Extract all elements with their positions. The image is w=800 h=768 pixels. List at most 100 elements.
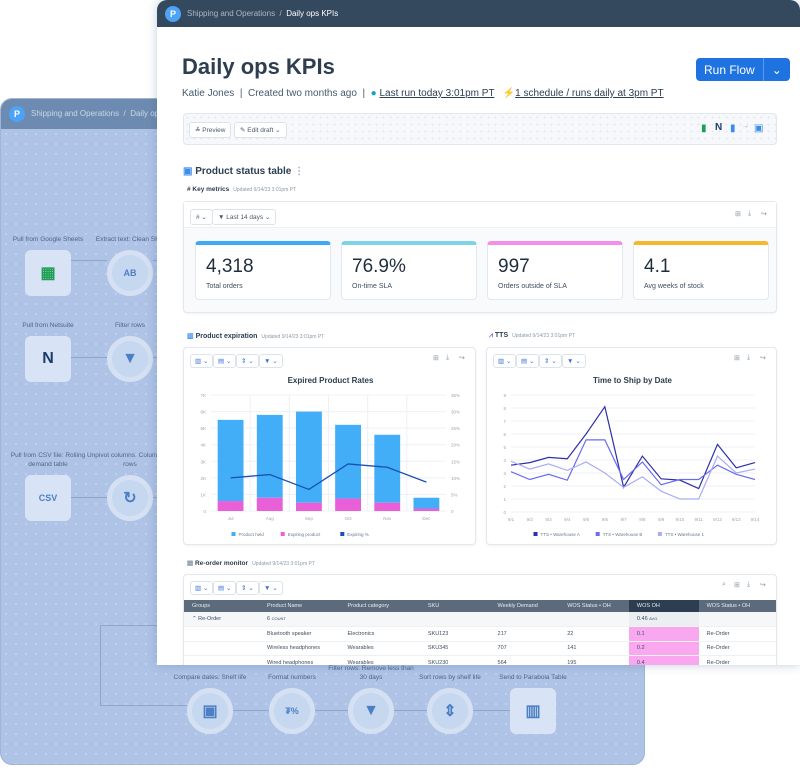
flow-node[interactable]: ↻	[107, 475, 153, 521]
arrow-right-icon: →	[742, 123, 749, 130]
expand-icon[interactable]: ⊞	[433, 355, 439, 362]
table-row[interactable]: Wireless headphones Wearables SKU345 707 141…	[184, 641, 776, 656]
chart-option-dropdown[interactable]: ▥ ⌄	[493, 354, 517, 368]
chart-option-dropdown[interactable]: ⇕ ⌄	[236, 581, 259, 595]
flow-node[interactable]: AB	[107, 250, 153, 296]
expand-icon[interactable]: ⊞	[734, 355, 740, 362]
format-numbers-icon: ₮%	[285, 706, 299, 716]
last-run-link[interactable]: Last run today 3:01pm PT	[379, 88, 495, 99]
connector-line	[100, 625, 157, 626]
download-icon[interactable]: ⤓	[446, 354, 450, 361]
y-tick-label: 3	[503, 471, 506, 476]
run-flow-button[interactable]: Run Flow ⌄	[696, 58, 790, 81]
legend-swatch	[657, 532, 662, 536]
expand-icon[interactable]: ⊞	[734, 582, 740, 589]
group-row[interactable]: ⌃ Re-Order 6 COUNT 0.46 AVG	[184, 612, 776, 627]
flow-node[interactable]: ▣	[187, 688, 233, 734]
x-tick-label: 9/12	[713, 517, 722, 522]
chart-option-dropdown[interactable]: ▤ ⌄	[516, 354, 540, 368]
flow-node[interactable]: ▼	[107, 336, 153, 382]
table-row[interactable]: Wired headphones Wearables SKU230 564 195 0.4…	[184, 655, 776, 665]
avg-cell: 0.46 AVG	[628, 612, 699, 627]
column-header[interactable]: WOS Status • OH	[559, 600, 629, 612]
table-cell: Re-Order	[698, 641, 776, 656]
bar-expiring-product	[217, 501, 244, 511]
created-date: Created two months ago	[247, 88, 357, 99]
search-icon[interactable]: ⌕	[722, 581, 726, 588]
date-filter-dropdown[interactable]: ▼ Last 14 days ⌄	[212, 209, 277, 225]
flow-node[interactable]: ▼	[348, 688, 394, 734]
schedule-link[interactable]: 1 schedule / runs daily at 3pm PT	[515, 88, 664, 99]
share-icon[interactable]: ↪	[760, 582, 766, 589]
download-icon[interactable]: ⤓	[747, 354, 751, 361]
metric-type-dropdown[interactable]: # ⌄	[190, 209, 213, 225]
metric-tile: 4.1 Avg weeks of stock	[633, 241, 769, 300]
bar-expiring-product	[256, 497, 283, 511]
share-icon[interactable]: ↪	[761, 211, 767, 218]
legend-label: Expiring %	[347, 532, 369, 537]
table-cell: 217	[489, 626, 560, 642]
y-tick-label: 4	[503, 458, 506, 463]
more-icon[interactable]: ⋮	[294, 166, 305, 177]
x-tick-label: 9/1	[508, 517, 515, 522]
flow-node[interactable]: ▥	[510, 688, 556, 734]
x-tick-label: 9/2	[527, 517, 534, 522]
y2-tick-label: 25%	[451, 426, 460, 431]
column-header[interactable]: Product category	[339, 600, 420, 612]
x-tick-label: Dec	[422, 516, 431, 521]
table-row[interactable]: Bluetooth speaker Electronics SKU123 217 22 0…	[184, 626, 776, 642]
connector-line	[394, 710, 427, 711]
chart-option-dropdown[interactable]: ▤ ⌄	[213, 354, 237, 368]
y-tick-label: 1K	[200, 492, 206, 497]
bar-chart-icon: ▥	[187, 333, 194, 340]
column-header[interactable]: WOS Status • OH	[698, 600, 776, 612]
chart-option-dropdown[interactable]: ⇕ ⌄	[236, 354, 259, 368]
flow-node[interactable]: ₮%	[269, 688, 315, 734]
chart-option-dropdown[interactable]: ▤ ⌄	[213, 581, 237, 595]
column-header[interactable]: Groups	[184, 600, 260, 612]
expand-icon[interactable]: ⊞	[735, 211, 741, 218]
check-circle-icon: ●	[370, 88, 377, 99]
chart-option-dropdown[interactable]: ▼ ⌄	[259, 354, 283, 368]
bar-expiring-product	[374, 502, 401, 511]
flow-node[interactable]: N	[25, 336, 71, 382]
column-header[interactable]: WOS OH	[628, 600, 699, 612]
google-sheets-icon: ▦	[40, 265, 56, 282]
y2-tick-label: 15%	[451, 459, 460, 464]
chart-option-dropdown[interactable]: ▥ ⌄	[190, 354, 214, 368]
section-title: Product status table	[195, 166, 292, 177]
column-header[interactable]: Weekly Demand	[489, 600, 560, 612]
chart-option-dropdown[interactable]: ▼ ⌄	[259, 581, 283, 595]
download-icon[interactable]: ⤓	[747, 581, 751, 588]
key-metrics-title: Key metrics	[192, 186, 230, 193]
share-icon[interactable]: ↪	[760, 355, 766, 362]
updated-timestamp: Updated 9/14/23 3:01pm PT	[252, 561, 315, 567]
chevron-down-icon[interactable]: ⌄	[762, 58, 790, 81]
column-header[interactable]: SKU	[419, 600, 490, 612]
edit-draft-button[interactable]: ✎ Edit draft ⌄	[234, 122, 287, 138]
share-icon[interactable]: ↪	[459, 355, 465, 362]
chart-section-title: Product expiration	[195, 333, 258, 340]
chart-option-dropdown[interactable]: ▥ ⌄	[190, 581, 214, 595]
flow-node[interactable]: ▦	[25, 250, 71, 296]
expired-product-rates-chart: Expired Product Rates 0 0 1K 5% 2K 10% 3K 15% 4K 2…	[200, 376, 460, 537]
chart-option-dropdown[interactable]: ▼ ⌄	[562, 354, 586, 368]
preview-button[interactable]: ≚ Preview	[189, 122, 232, 138]
chart-option-dropdown[interactable]: ⇕ ⌄	[539, 354, 562, 368]
flow-node-label: Filter rows	[115, 322, 145, 329]
breadcrumb-parent[interactable]: Shipping and Operations	[31, 109, 120, 118]
download-icon[interactable]: ⤓	[748, 210, 752, 217]
updated-timestamp: Updated 9/14/23 3:01pm PT	[512, 333, 575, 339]
flow-node[interactable]: CSV	[25, 475, 71, 521]
metric-label: On-time SLA	[352, 283, 393, 290]
x-tick-label: Nov	[383, 516, 392, 521]
tts-heading: ⩘ TTS Updated 9/14/23 3:01pm PT	[489, 332, 575, 340]
y2-tick-label: 5%	[451, 492, 458, 497]
column-header[interactable]: Product Name	[259, 600, 340, 612]
preview-label: Preview	[202, 127, 226, 134]
group-cell[interactable]: ⌃ Re-Order	[184, 612, 260, 627]
flow-node[interactable]: ⇕	[427, 688, 473, 734]
breadcrumb-parent[interactable]: Shipping and Operations	[187, 9, 276, 18]
connector-line	[70, 497, 107, 498]
run-flow-label[interactable]: Run Flow	[704, 63, 755, 77]
